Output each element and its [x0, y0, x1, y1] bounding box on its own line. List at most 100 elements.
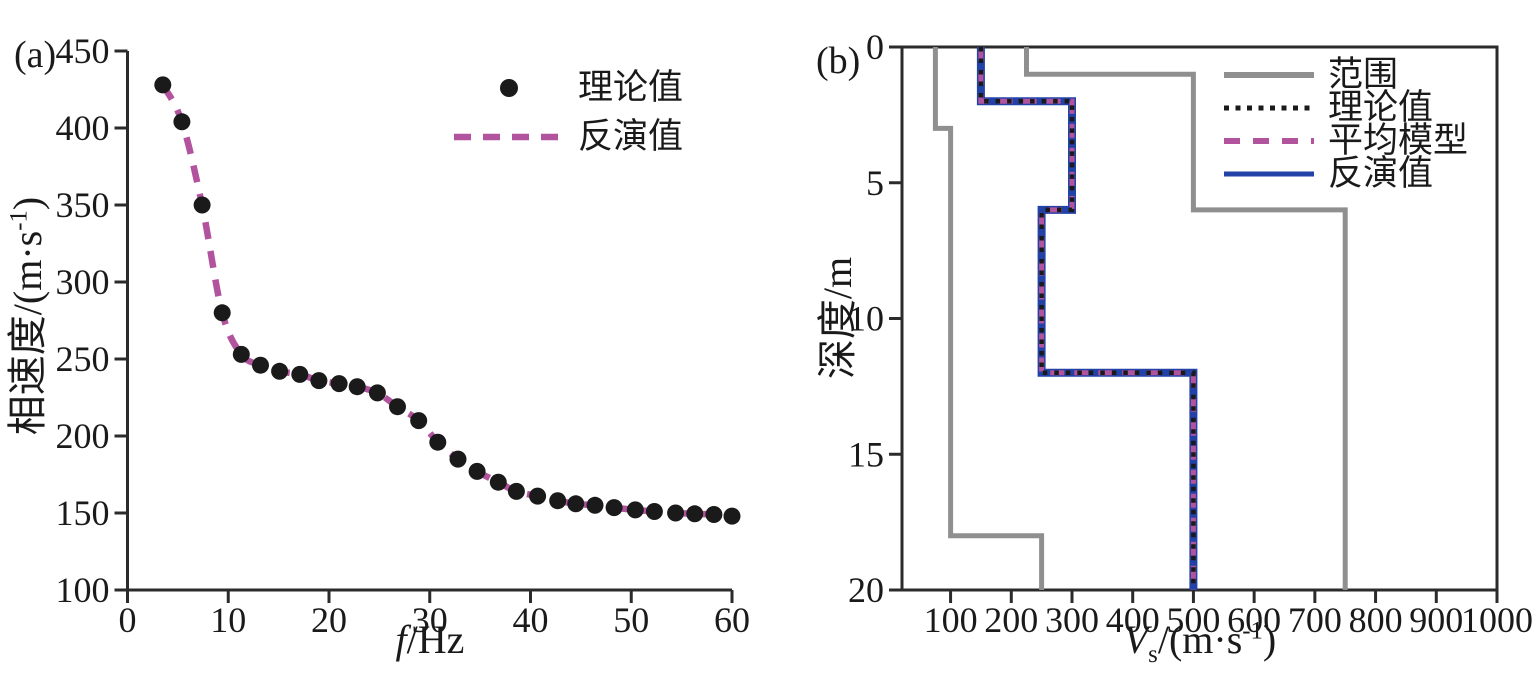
theoretical-data-point — [605, 499, 623, 517]
panel-b-x-tick-label: 500 — [1166, 600, 1220, 640]
theoretical-data-point — [549, 492, 567, 510]
theoretical-data-point — [667, 504, 685, 522]
legend-a-sample-1 — [454, 133, 564, 140]
theoretical-data-point — [271, 362, 289, 380]
legend-b-item-2: 平均模型 — [1222, 121, 1469, 160]
panel-b-x-tick-label: 100 — [924, 600, 978, 640]
legend-dot-marker — [500, 78, 518, 97]
theoretical-data-point — [154, 76, 172, 94]
theoretical-data-point — [645, 503, 663, 520]
panel-b-label: (b) — [816, 40, 861, 82]
theoretical-data-point — [348, 378, 366, 396]
theoretical-data-point — [507, 482, 525, 500]
legend-a-item-0: 理论值 — [452, 63, 683, 112]
theoretical-data-point — [213, 304, 231, 322]
theoretical-data-point — [723, 507, 741, 525]
x-axis-unit-suffix: ) — [1262, 617, 1277, 662]
theoretical-data-point — [410, 412, 428, 430]
y-axis-unit-exponent: -1 — [5, 210, 33, 231]
legend-b-item-1: 理论值 — [1222, 88, 1468, 127]
panel-b-x-tick-label: 800 — [1349, 600, 1403, 640]
legend-a-item-1: 反演值 — [452, 112, 683, 161]
legend-b-label-3: 反演值 — [1328, 154, 1434, 193]
y-axis-unit-suffix: ) — [5, 196, 50, 211]
panel-a-y-tick-label: 300 — [56, 262, 110, 302]
panel-b-y-tick-label: 20 — [848, 570, 884, 610]
panel-a-y-tick-label: 100 — [56, 570, 110, 610]
theoretical-data-point — [389, 398, 406, 416]
theoretical-data-point — [468, 462, 486, 480]
theoretical-data-point — [252, 356, 269, 374]
legend-b-sample-3 — [1224, 171, 1314, 176]
panel-b-y-tick-label: 5 — [866, 163, 884, 203]
theoretical-data-point — [330, 375, 348, 393]
theoretical-data-point — [705, 506, 723, 523]
panel-a-legend: 理论值 反演值 — [452, 63, 683, 161]
panel-a-x-tick-label: 0 — [119, 600, 137, 640]
panel-a-y-tick-label: 200 — [56, 416, 110, 456]
search-range-lower-bound-line — [932, 47, 1045, 590]
theoretical-data-point — [626, 501, 644, 519]
theoretical-data-point — [686, 505, 704, 523]
panel-b-x-tick-label: 700 — [1288, 600, 1342, 640]
panel-b-x-tick-label: 400 — [1106, 600, 1160, 640]
panel-a-x-tick-label: 50 — [613, 600, 649, 640]
theoretical-data-point — [310, 372, 328, 390]
search-range-upper-bound-line — [1024, 47, 1348, 590]
panel-a-x-axis-title: f/Hz — [330, 620, 530, 660]
panel-b-y-tick-label: 15 — [848, 434, 884, 474]
legend-a-label-1: 反演值 — [578, 117, 684, 156]
x-axis-subscript-s: s — [1148, 641, 1158, 668]
panel-a-x-tick-label: 40 — [513, 600, 549, 640]
legend-b-sample-1 — [1224, 105, 1314, 110]
panel-a-x-tick-label: 60 — [714, 600, 750, 640]
legend-b-label-2: 平均模型 — [1328, 121, 1469, 160]
theoretical-data-point — [291, 365, 309, 383]
legend-b-label-1: 理论值 — [1328, 88, 1434, 127]
theoretical-data-point — [529, 487, 547, 505]
legend-b-label-0: 范围 — [1328, 55, 1399, 94]
average-model-profile-line — [978, 47, 1196, 590]
panel-a-label: (a) — [14, 34, 57, 76]
panel-a-y-tick-label: 450 — [56, 31, 110, 71]
y-axis-unit-prefix: 相速度/(m·s — [5, 230, 50, 436]
panel-b-y-axis-title: 深度/m — [815, 256, 860, 380]
theoretical-data-point — [193, 196, 211, 214]
legend-b-item-3: 反演值 — [1222, 154, 1468, 193]
x-axis-unit: /Hz — [406, 617, 465, 662]
panel-b-x-tick-label: 1000 — [1461, 600, 1533, 640]
panel-b-x-tick-label: 600 — [1227, 600, 1281, 640]
x-axis-symbol-f: f — [395, 617, 407, 662]
theoretical-data-point — [449, 450, 467, 468]
panel-b-legend: 范围 理论值 平均模型 反演值 — [1222, 55, 1469, 193]
panel-a-y-tick-label: 400 — [56, 108, 110, 148]
panel-b-x-axis-title: Vs/(m·s-1) — [1040, 617, 1360, 667]
panel-a-y-axis-title: 相速度/(m·s-1) — [5, 76, 50, 556]
panel-b-y-tick-label: 10 — [848, 299, 884, 339]
legend-b-item-0: 范围 — [1222, 55, 1468, 94]
panel-a-x-tick-label: 20 — [311, 600, 347, 640]
theoretical-data-point — [368, 384, 386, 402]
panel-b-x-tick-label: 900 — [1409, 600, 1463, 640]
panel-a-y-tick-label: 350 — [56, 185, 110, 225]
panel-a-x-tick-label: 10 — [210, 600, 246, 640]
x-axis-symbol-v: V — [1123, 617, 1149, 662]
theoretical-data-point — [429, 433, 447, 451]
legend-b-sample-2 — [1224, 137, 1314, 144]
theoretical-profile-line — [978, 47, 1196, 590]
theoretical-data-point — [567, 495, 585, 513]
inversion-profile-line — [976, 47, 1198, 590]
panel-a-x-tick-label: 30 — [412, 600, 448, 640]
panel-b-y-tick-label: 0 — [866, 27, 884, 67]
x-axis-unit-exponent: -1 — [1242, 617, 1263, 645]
legend-a-sample-0 — [500, 78, 518, 97]
legend-b-sample-0 — [1224, 71, 1314, 78]
legend-a-label-0: 理论值 — [578, 68, 684, 107]
panel-a-y-tick-label: 150 — [56, 493, 110, 533]
panel-b-x-tick-label: 200 — [984, 600, 1038, 640]
theoretical-data-point — [173, 113, 191, 131]
theoretical-data-point — [232, 345, 250, 363]
panel-a-y-tick-label: 250 — [56, 339, 110, 379]
